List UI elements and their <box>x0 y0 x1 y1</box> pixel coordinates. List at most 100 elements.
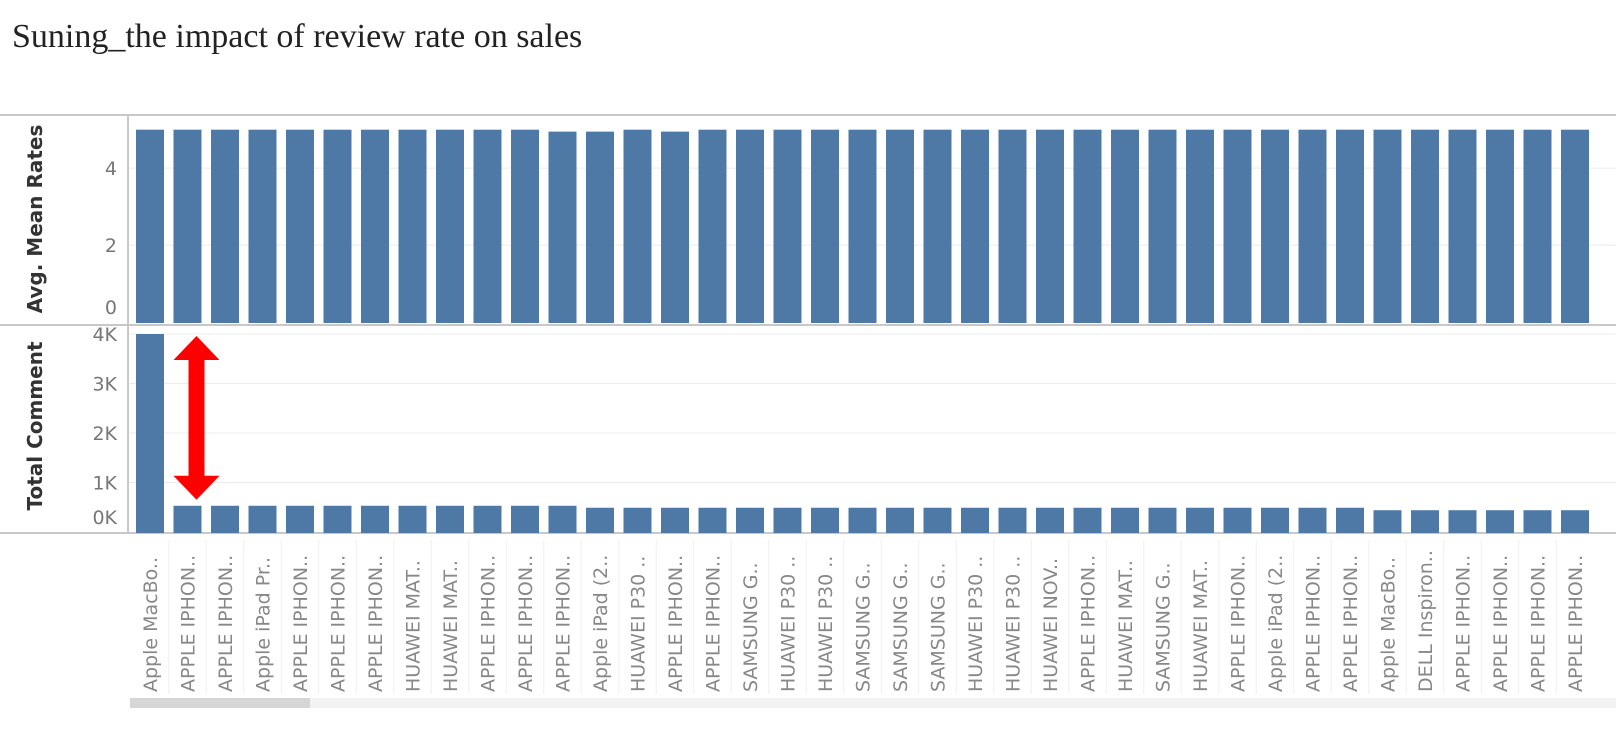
category-label: HUAWEI P30 .. <box>815 556 837 692</box>
comments-bar <box>1223 507 1252 533</box>
comments-bar <box>1448 510 1477 533</box>
comments-bar <box>811 507 839 533</box>
rates-bar <box>1561 129 1589 323</box>
rates-bar <box>848 129 877 323</box>
rates-bar <box>1486 129 1514 323</box>
rates-bar <box>661 131 689 323</box>
comments-bar <box>1373 510 1402 533</box>
comments-bar <box>286 505 314 533</box>
comments-bar <box>473 505 502 533</box>
category-label: SAMSUNG G.. <box>928 562 950 692</box>
category-label: SAMSUNG G.. <box>740 562 762 692</box>
category-label: APPLE IPHON.. <box>1340 555 1362 692</box>
comments-bar <box>173 505 202 533</box>
rates-bar <box>1223 129 1252 323</box>
comments-bar <box>661 507 689 533</box>
category-label: Apple iPad Pr.. <box>253 557 275 692</box>
category-label: APPLE IPHON.. <box>1228 555 1250 692</box>
comments-bar <box>398 505 427 533</box>
comments-bar <box>848 507 877 533</box>
category-label: SAMSUNG G.. <box>1153 562 1175 692</box>
rates-bar <box>173 129 202 323</box>
rates-bar <box>773 129 802 323</box>
rates-bar <box>473 129 502 323</box>
comments-bar <box>586 507 614 533</box>
category-label: APPLE IPHON.. <box>365 555 387 692</box>
rates-bar <box>1111 129 1139 323</box>
comments-tick-label: 3K <box>92 374 117 396</box>
comments-bar <box>548 505 577 533</box>
comments-bar <box>1148 507 1177 533</box>
rates-bar <box>136 129 164 323</box>
category-label: HUAWEI P30 .. <box>778 556 800 692</box>
y-axis-title-rates: Avg. Mean Rates <box>23 125 47 314</box>
comments-bar <box>1411 510 1439 533</box>
rates-bar <box>811 129 839 323</box>
rates-bar <box>998 129 1027 323</box>
category-label: APPLE IPHON.. <box>1303 555 1325 692</box>
rates-bar <box>248 129 277 323</box>
category-label: DELL Inspiron.. <box>1415 550 1437 692</box>
rates-bar <box>1411 129 1439 323</box>
category-label: HUAWEI MAT.. <box>440 560 462 692</box>
rates-bar <box>1448 129 1477 323</box>
comments-bar <box>211 505 239 533</box>
category-label: APPLE IPHON.. <box>290 555 312 692</box>
category-label: HUAWEI NOV.. <box>1040 558 1062 692</box>
comments-bar <box>361 505 389 533</box>
comments-bar <box>436 505 464 533</box>
y-axis-title-comments: Total Comment <box>23 341 47 511</box>
comments-bar <box>1111 507 1139 533</box>
rates-tick-label: 2 <box>105 235 117 257</box>
comments-bar <box>1561 510 1589 533</box>
rates-bar <box>398 129 427 323</box>
comments-bar <box>136 334 164 533</box>
category-label: APPLE IPHON.. <box>1490 555 1512 692</box>
category-label: APPLE IPHON.. <box>553 555 575 692</box>
rates-bar <box>286 129 314 323</box>
category-label: APPLE IPHON.. <box>178 555 200 692</box>
rates-bar <box>1186 129 1214 323</box>
rates-bar <box>623 129 652 323</box>
rates-bar <box>1373 129 1402 323</box>
category-label: APPLE IPHON.. <box>478 555 500 692</box>
rates-bar <box>586 131 614 323</box>
comments-bar <box>1073 507 1102 533</box>
category-label: APPLE IPHON.. <box>1565 555 1587 692</box>
category-label: Apple iPad (2.. <box>1265 555 1287 692</box>
comments-bar <box>1186 507 1214 533</box>
category-label: Apple MacBo.. <box>1378 557 1400 692</box>
category-label: HUAWEI MAT.. <box>1115 560 1137 692</box>
rates-bar <box>736 129 764 323</box>
rates-tick-label: 4 <box>105 158 117 180</box>
category-label: Apple iPad (2.. <box>590 555 612 692</box>
comments-tick-label: 2K <box>92 423 117 445</box>
comments-bar <box>1261 507 1289 533</box>
comments-bar <box>961 507 989 533</box>
rates-bar <box>961 129 989 323</box>
category-label: HUAWEI P30 .. <box>628 556 650 692</box>
rates-bar <box>511 129 539 323</box>
category-label: HUAWEI P30 .. <box>1003 556 1025 692</box>
comments-bar <box>1486 510 1514 533</box>
horizontal-scrollbar-thumb[interactable] <box>130 698 310 708</box>
comments-bar <box>1336 507 1364 533</box>
comments-bar <box>1036 507 1064 533</box>
double-arrow-annotation <box>173 336 220 500</box>
comments-tick-label: 4K <box>92 324 117 346</box>
rates-bar <box>1523 129 1552 323</box>
rates-bar <box>923 129 952 323</box>
rates-bar <box>436 129 464 323</box>
category-label: Apple MacBo.. <box>140 557 162 692</box>
category-label: SAMSUNG G.. <box>853 562 875 692</box>
category-label: HUAWEI MAT.. <box>1190 560 1212 692</box>
category-label: APPLE IPHON.. <box>665 555 687 692</box>
rates-bar <box>323 129 352 323</box>
category-label: HUAWEI P30 .. <box>965 556 987 692</box>
rates-bar <box>211 129 239 323</box>
rates-bar <box>1336 129 1364 323</box>
comments-bar <box>773 507 802 533</box>
rates-bar <box>548 131 577 323</box>
comments-tick-label: 0K <box>92 507 117 529</box>
